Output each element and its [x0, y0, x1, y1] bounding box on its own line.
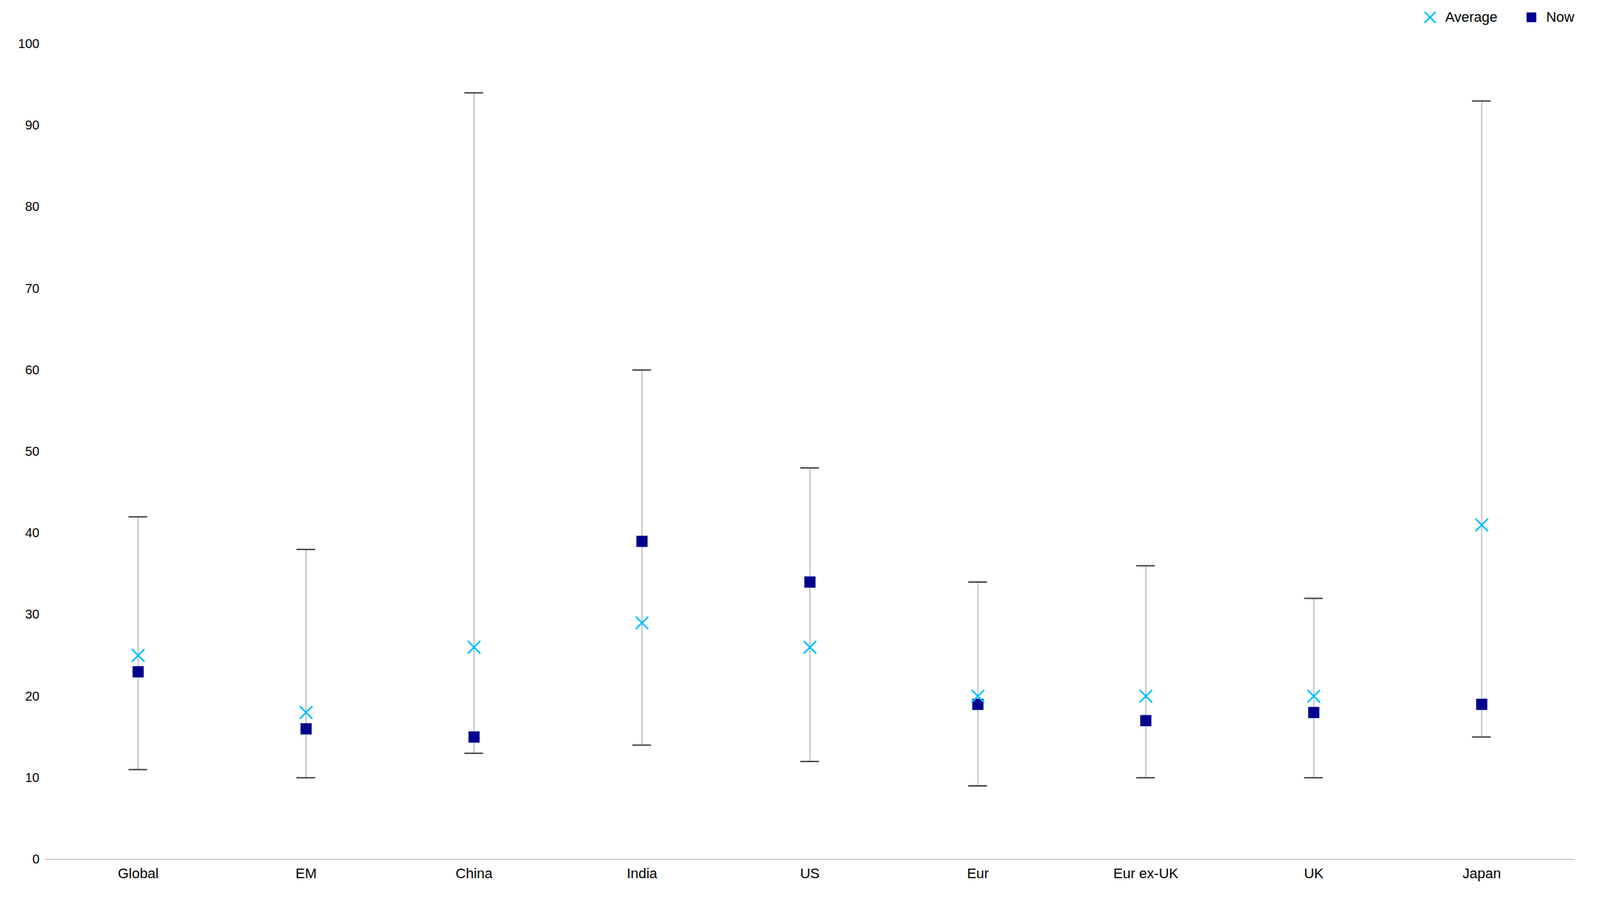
svg-text:30: 30	[25, 607, 40, 622]
svg-text:80: 80	[25, 199, 40, 214]
svg-text:90: 90	[25, 117, 40, 133]
svg-text:Japan: Japan	[1462, 865, 1502, 882]
svg-text:China: China	[455, 865, 493, 882]
svg-text:UK: UK	[1303, 865, 1324, 882]
svg-text:40: 40	[25, 525, 40, 540]
svg-text:Eur ex-UK: Eur ex-UK	[1113, 865, 1179, 882]
svg-text:10: 10	[25, 770, 40, 785]
svg-text:0: 0	[32, 851, 40, 867]
html-text:Now: Now	[1546, 8, 1575, 25]
svg-text:US: US	[800, 865, 820, 882]
svg-text:Eur: Eur	[966, 865, 989, 882]
svg-text:20: 20	[25, 689, 40, 704]
svg-text:Global: Global	[117, 865, 159, 882]
svg-text:100: 100	[17, 36, 40, 51]
svg-text:70: 70	[25, 281, 40, 296]
svg-text:60: 60	[25, 362, 40, 377]
svg-text:India: India	[626, 865, 658, 882]
svg-text:50: 50	[25, 444, 40, 459]
svg-text:EM: EM	[295, 865, 317, 882]
html-text:Average: Average	[1445, 8, 1498, 25]
